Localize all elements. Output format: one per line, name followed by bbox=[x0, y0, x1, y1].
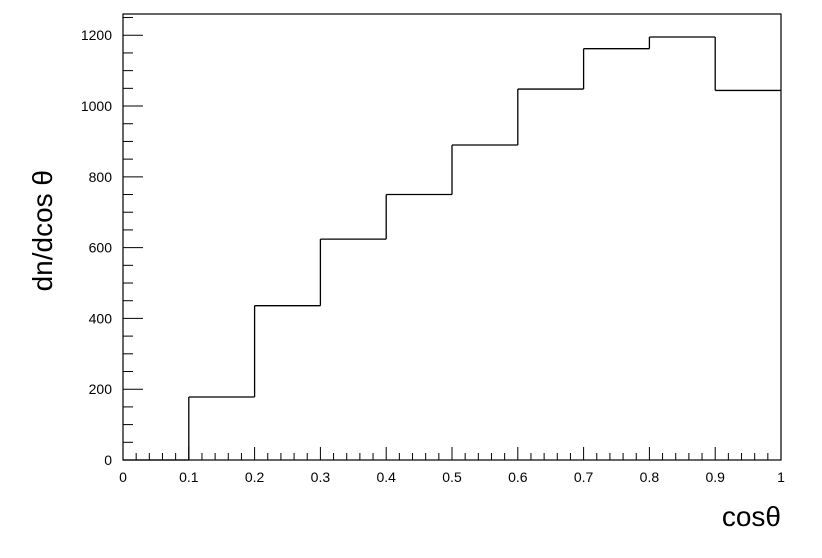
histogram-bins bbox=[123, 36, 781, 461]
axis-ticks bbox=[122, 17, 782, 461]
x-tick-label: 0.9 bbox=[705, 469, 725, 485]
x-tick-label: 0.8 bbox=[640, 469, 660, 485]
y-tick-label: 0 bbox=[104, 452, 112, 468]
y-tick-labels: 0 200 400 600 800 1000 1200 bbox=[81, 27, 112, 468]
y-tick-label: 400 bbox=[89, 310, 113, 326]
y-axis-title: dn/dcos θ bbox=[27, 170, 58, 291]
x-tick-label: 0.3 bbox=[311, 469, 331, 485]
y-tick-label: 800 bbox=[89, 169, 113, 185]
x-tick-label: 0.1 bbox=[179, 469, 199, 485]
y-tick-label: 1000 bbox=[81, 98, 112, 114]
y-tick-label: 200 bbox=[89, 381, 113, 397]
x-tick-label: 0.7 bbox=[574, 469, 594, 485]
x-tick-label: 0.4 bbox=[376, 469, 396, 485]
y-tick-label: 1200 bbox=[81, 27, 112, 43]
y-tick-label: 600 bbox=[89, 240, 113, 256]
x-tick-label: 0.5 bbox=[442, 469, 462, 485]
x-axis-title: cosθ bbox=[722, 501, 781, 532]
x-tick-label: 0.6 bbox=[508, 469, 528, 485]
x-tick-label: 0.2 bbox=[245, 469, 265, 485]
x-tick-label: 0 bbox=[119, 469, 127, 485]
x-tick-labels: 0 0.1 0.2 0.3 0.4 0.5 0.6 0.7 0.8 0.9 1 bbox=[119, 469, 785, 485]
plot-frame bbox=[122, 13, 782, 461]
x-tick-label: 1 bbox=[777, 469, 785, 485]
